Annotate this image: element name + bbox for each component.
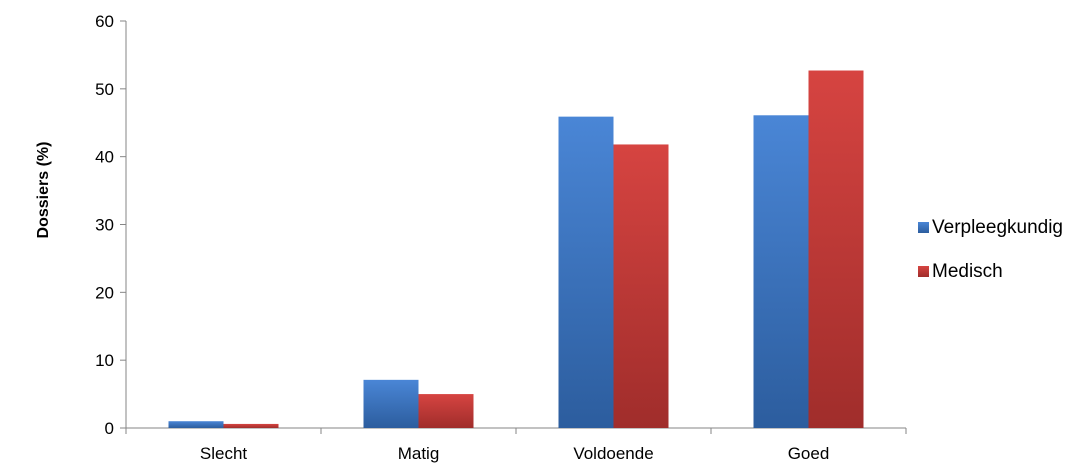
y-tick-label: 50: [95, 80, 114, 99]
y-tick-label: 60: [95, 12, 114, 31]
y-tick-label: 0: [105, 419, 114, 438]
y-tick-label: 30: [95, 216, 114, 235]
x-tick-label: Goed: [788, 444, 830, 463]
bars: [168, 70, 864, 429]
x-tick-label: Matig: [398, 444, 440, 463]
bar-medisch-matig: [418, 394, 474, 428]
bar-verpleegkundig-goed: [753, 115, 809, 428]
legend-swatch-medisch: [918, 266, 929, 277]
bar-verpleegkundig-voldoende: [558, 116, 614, 429]
legend-swatch-verpleegkundig: [918, 222, 929, 233]
bar-verpleegkundig-matig: [363, 379, 419, 428]
bar-medisch-goed: [808, 70, 864, 428]
axes: 0 10 20 30 40 50 60 Slecht Matig Voldoende Goed: [95, 12, 907, 463]
bar-medisch-voldoende: [613, 144, 669, 428]
legend-label-medisch: Medisch: [932, 261, 1003, 282]
x-tick-label: Slecht: [200, 444, 248, 463]
x-tick-label: Voldoende: [573, 444, 653, 463]
bar-verpleegkundig-slecht: [168, 421, 224, 428]
y-axis-title: Dossiers (%): [35, 142, 52, 239]
y-tick-label: 20: [95, 283, 114, 302]
y-tick-label: 10: [95, 351, 114, 370]
bar-medisch-slecht: [223, 423, 279, 428]
legend: Verpleegkundig Medisch: [918, 217, 1063, 282]
legend-label-verpleegkundig: Verpleegkundig: [932, 217, 1063, 238]
y-tick-label: 40: [95, 148, 114, 167]
